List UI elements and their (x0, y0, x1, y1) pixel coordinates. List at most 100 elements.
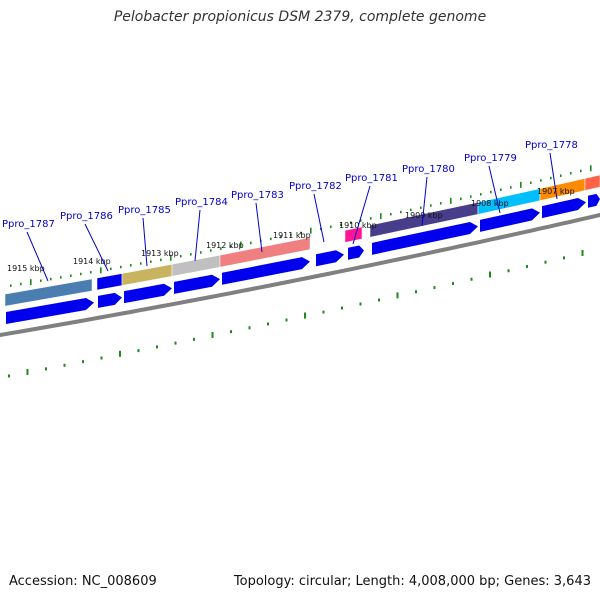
outer-tick (50, 277, 52, 281)
cds-arrow (316, 250, 344, 267)
outer-tick (570, 172, 572, 175)
outer-tick (300, 231, 302, 235)
accession-text: Accession: NC_008609 (9, 574, 157, 589)
gene-label[interactable]: Ppro_1781 (345, 173, 398, 184)
outer-tick (130, 264, 132, 267)
inner-tick (489, 271, 491, 278)
kbp-label: 1913 kbp (141, 249, 179, 258)
feature-block (584, 174, 600, 191)
outer-tick (480, 193, 482, 196)
feature-track (4, 174, 600, 307)
outer-tick (350, 221, 352, 224)
cds-arrow (174, 274, 220, 294)
gene-leader-line (84, 223, 109, 272)
outer-tick (30, 279, 32, 286)
inner-tick (563, 256, 565, 260)
inner-tick (544, 260, 547, 264)
outer-tick (280, 235, 282, 239)
kbp-label: 1912 kbp (206, 241, 244, 250)
gene-label[interactable]: Ppro_1779 (464, 153, 517, 164)
feature-block (344, 226, 363, 243)
gene-label[interactable]: Ppro_1787 (2, 219, 55, 230)
gene-leader-line (421, 176, 428, 227)
outer-tick (500, 188, 502, 191)
outer-tick (240, 241, 242, 248)
feature-block (96, 273, 123, 291)
gene-leader-line (488, 165, 501, 214)
gene-label[interactable]: Ppro_1782 (289, 181, 342, 192)
outer-tick (340, 223, 342, 227)
outer-tick (330, 225, 332, 229)
inner-tick (581, 249, 584, 256)
inner-tick (341, 306, 343, 310)
feature-block (121, 263, 173, 286)
outer-tick (490, 190, 492, 194)
outer-tick (310, 227, 312, 234)
outer-tick (180, 254, 182, 258)
map-title: Pelobacter propionicus DSM 2379, complet… (113, 9, 487, 25)
outer-tick (520, 181, 522, 188)
inner-tick (415, 290, 417, 294)
inner-tick (396, 292, 399, 299)
gene-label[interactable]: Ppro_1778 (525, 140, 578, 151)
outer-tick (390, 212, 392, 216)
gene-label[interactable]: Ppro_1785 (118, 205, 171, 216)
inner-tick (82, 360, 84, 364)
inner-tick (507, 269, 510, 273)
cds-arrow (542, 198, 586, 219)
inner-tick (359, 302, 362, 306)
backbone-line (0, 212, 600, 338)
genome-backbone (0, 212, 600, 338)
cds-arrow (98, 292, 122, 308)
inner-tick (156, 345, 158, 349)
cds-arrow (348, 245, 364, 260)
outer-tick (120, 265, 122, 269)
gene-leader-line (352, 185, 371, 245)
cds-arrow (588, 193, 600, 208)
inner-tick (100, 356, 103, 360)
outer-tick (420, 206, 422, 209)
inner-tick (174, 341, 177, 345)
genome-summary-text: Topology: circular; Length: 4,008,000 bp… (233, 574, 591, 589)
outer-tick (210, 249, 212, 252)
inner-tick (26, 368, 29, 375)
outer-tick (410, 208, 412, 212)
cds-arrow (6, 298, 94, 324)
inner-tick (248, 326, 251, 330)
inner-tick (433, 286, 436, 290)
kbp-label: 1909 kbp (405, 211, 443, 220)
outer-tick (160, 258, 162, 262)
gene-leader-line (194, 209, 201, 262)
kbp-label: 1915 kbp (7, 264, 45, 273)
gene-leader-line (313, 193, 325, 243)
outer-tick (380, 213, 382, 220)
outer-tick (550, 176, 552, 180)
gene-label[interactable]: Ppro_1783 (231, 190, 284, 201)
inner-tick (137, 349, 140, 353)
inner-tick (304, 312, 306, 319)
inner-tick (452, 281, 454, 285)
feature-block (4, 278, 93, 307)
gene-label[interactable]: Ppro_1786 (60, 211, 113, 222)
gene-label-group: Ppro_1787Ppro_1786Ppro_1785Ppro_1784Ppro… (2, 140, 578, 282)
inner-tick (378, 298, 380, 302)
kbp-label: 1910 kbp (339, 221, 377, 230)
outer-tick (360, 219, 362, 222)
gene-label[interactable]: Ppro_1780 (402, 164, 455, 175)
inner-tick (8, 374, 10, 378)
outer-tick (370, 217, 372, 220)
gene-label[interactable]: Ppro_1784 (175, 197, 228, 208)
inner-tick (119, 350, 121, 357)
outer-tick (90, 271, 92, 274)
inner-tick (526, 264, 528, 268)
outer-tick (430, 204, 432, 207)
outer-tick (220, 247, 222, 250)
gene-leader-line (26, 231, 49, 282)
outer-tick (530, 181, 532, 185)
cds-arrow (222, 257, 310, 285)
outer-tick (170, 254, 172, 261)
outer-tick (70, 274, 72, 277)
inner-tick (470, 277, 473, 281)
inner-tick (285, 318, 288, 322)
